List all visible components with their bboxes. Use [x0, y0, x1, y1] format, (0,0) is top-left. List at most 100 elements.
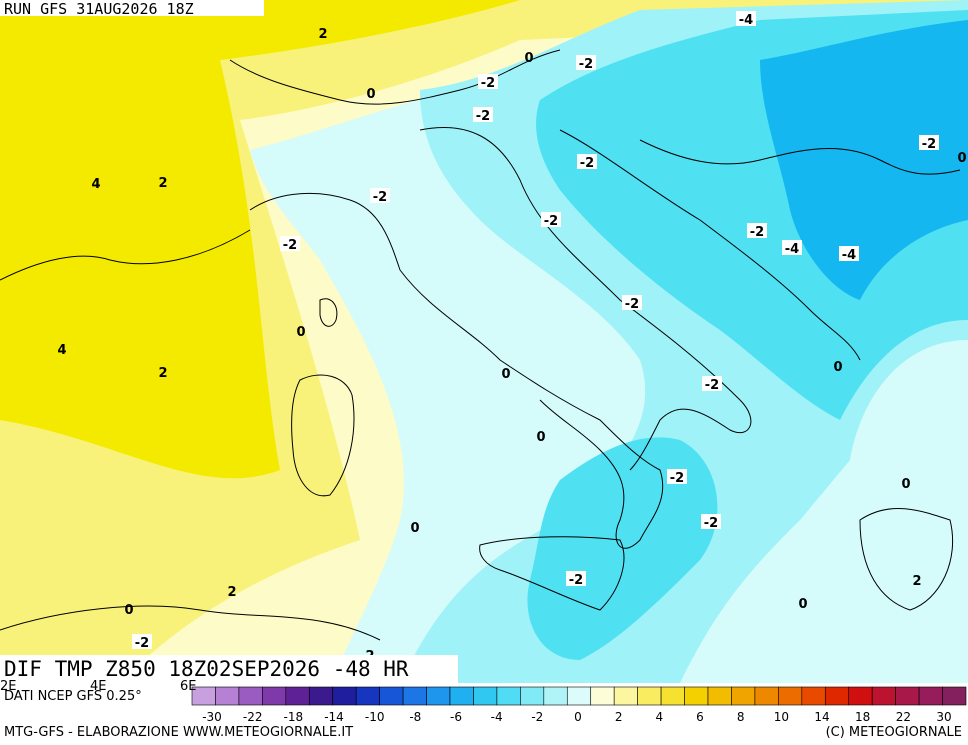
contour-labels: 2 -4 0 -2 0 -2 -2 4 2 -2 -2 -2 -2 -4 -4 -2 0 -2 4 2 0 0 -2 0 -2 0… — [57, 11, 967, 664]
legend-swatch — [566, 686, 592, 706]
north-africa-coast — [0, 605, 381, 641]
contour-label: 0 — [524, 51, 533, 66]
contour-label: -2 — [704, 516, 718, 531]
legend-swatch — [707, 686, 732, 706]
legend-tick-label: -6 — [450, 710, 462, 724]
legend-swatch — [215, 686, 240, 706]
legend-swatch — [496, 686, 521, 706]
legend-swatch — [449, 686, 474, 706]
contour-label: 0 — [501, 367, 510, 382]
data-source: DATI NCEP GFS 0.25° — [4, 689, 142, 704]
contour-label: 0 — [798, 597, 807, 612]
run-label: RUN GFS 31AUG2026 18Z — [0, 0, 264, 18]
credits-left: MTG-GFS - ELABORAZIONE WWW.METEOGIORNALE… — [4, 725, 354, 740]
legend-swatch — [895, 686, 920, 706]
contour-label: -4 — [842, 248, 856, 263]
contour-label-bg — [478, 74, 498, 89]
field-cyan-south — [527, 437, 718, 660]
legend-swatch — [684, 686, 709, 706]
legend-swatch — [824, 686, 850, 706]
legend-tick-label: 18 — [855, 710, 870, 724]
contour-label: -2 — [705, 378, 719, 393]
legend-swatch — [238, 686, 263, 706]
contour-label: -2 — [580, 156, 594, 171]
contour-label: 0 — [410, 521, 419, 536]
temperature-difference-map: 2 -4 0 -2 0 -2 -2 4 2 -2 -2 -2 -2 -4 -4 -2 0 -2 4 2 0 0 -2 0 -2 0… — [0, 0, 968, 683]
contour-label-bg — [919, 135, 939, 150]
legend-swatch — [332, 686, 357, 706]
legend-swatch — [801, 686, 826, 706]
legend-swatch — [942, 686, 967, 706]
france-coast — [0, 229, 251, 281]
legend-swatch — [871, 686, 896, 706]
lon-label-6e: 6E — [180, 679, 197, 694]
contour-label: -2 — [476, 109, 490, 124]
contour-label-bg — [566, 571, 586, 586]
legend-swatch — [355, 686, 380, 706]
legend-tick-label: -22 — [243, 710, 263, 724]
sardinia — [291, 374, 355, 497]
contour-label: -2 — [922, 137, 936, 152]
legend-swatch — [918, 686, 943, 706]
coastlines — [0, 49, 961, 641]
legend-tick-label: -14 — [324, 710, 344, 724]
contour-label-bg — [541, 212, 561, 227]
contour-label-bg — [280, 236, 300, 251]
contour-label-bg — [667, 469, 687, 484]
contour-label: -2 — [481, 76, 495, 91]
contour-label: 0 — [957, 151, 966, 166]
contour-label: 2 — [158, 366, 167, 381]
alps-border — [229, 49, 561, 105]
field-blue — [760, 20, 968, 300]
legend-swatch — [379, 686, 404, 706]
legend-tick-label: 8 — [737, 710, 745, 724]
legend-swatch — [262, 686, 287, 706]
legend-swatch — [848, 686, 873, 706]
legend-tick-label: -30 — [202, 710, 222, 724]
legend-tick-label: 22 — [896, 710, 911, 724]
contour-label-bg — [370, 188, 390, 203]
contour-label: 0 — [833, 360, 842, 375]
contour-label-bg — [473, 107, 493, 122]
legend-swatches — [191, 686, 967, 706]
legend-tick-label: 14 — [814, 710, 829, 724]
footer: -30 -22 -18 -14 -10 -8 -6 -4 -2 0 2 4 6 8 10 14 18 22 30 2… — [0, 679, 968, 745]
legend-swatch — [402, 686, 427, 706]
legend-swatch — [520, 686, 545, 706]
contour-label: -2 — [283, 238, 297, 253]
contour-label: -2 — [750, 225, 764, 240]
legend-tick-label: 30 — [936, 710, 951, 724]
color-legend: -30 -22 -18 -14 -10 -8 -6 -4 -2 0 2 4 6 8 10 14 18 22 30 — [191, 686, 967, 724]
legend-tick-label: -10 — [365, 710, 385, 724]
map-title: DIF TMP Z850 18Z02SEP2026 -48 HR — [0, 655, 458, 683]
contour-label-bg — [736, 11, 756, 26]
legend-tick-label: -2 — [531, 710, 543, 724]
legend-ticks: -30 -22 -18 -14 -10 -8 -6 -4 -2 0 2 4 6 8 10 14 18 22 30 — [202, 710, 951, 724]
legend-swatch — [285, 686, 310, 706]
sicily — [479, 536, 625, 611]
greece-coast — [859, 507, 954, 611]
contour-label: 0 — [366, 87, 375, 102]
lon-label-2e: 2E — [0, 679, 17, 694]
contour-label-bg — [622, 295, 642, 310]
legend-swatch — [543, 686, 568, 706]
legend-tick-label: 4 — [656, 710, 664, 724]
contour-label: 0 — [536, 430, 545, 445]
contour-label: 0 — [124, 603, 133, 618]
contour-label: 4 — [91, 177, 100, 192]
legend-tick-label: 2 — [615, 710, 623, 724]
contour-label: -4 — [785, 242, 799, 257]
credits-right: (C) METEOGIORNALE — [825, 725, 962, 740]
legend-tick-label: 6 — [696, 710, 704, 724]
contour-label: 0 — [296, 325, 305, 340]
lon-label-4e: 4E — [90, 679, 107, 694]
contour-label: -2 — [670, 471, 684, 486]
legend-swatch — [731, 686, 756, 706]
contour-label: -2 — [579, 57, 593, 72]
legend-swatch — [778, 686, 803, 706]
contour-label-bg — [701, 514, 721, 529]
contour-label: -2 — [569, 573, 583, 588]
italy-west-coast — [249, 193, 664, 549]
legend-tick-label: -18 — [284, 710, 304, 724]
contour-label: 4 — [57, 343, 66, 358]
